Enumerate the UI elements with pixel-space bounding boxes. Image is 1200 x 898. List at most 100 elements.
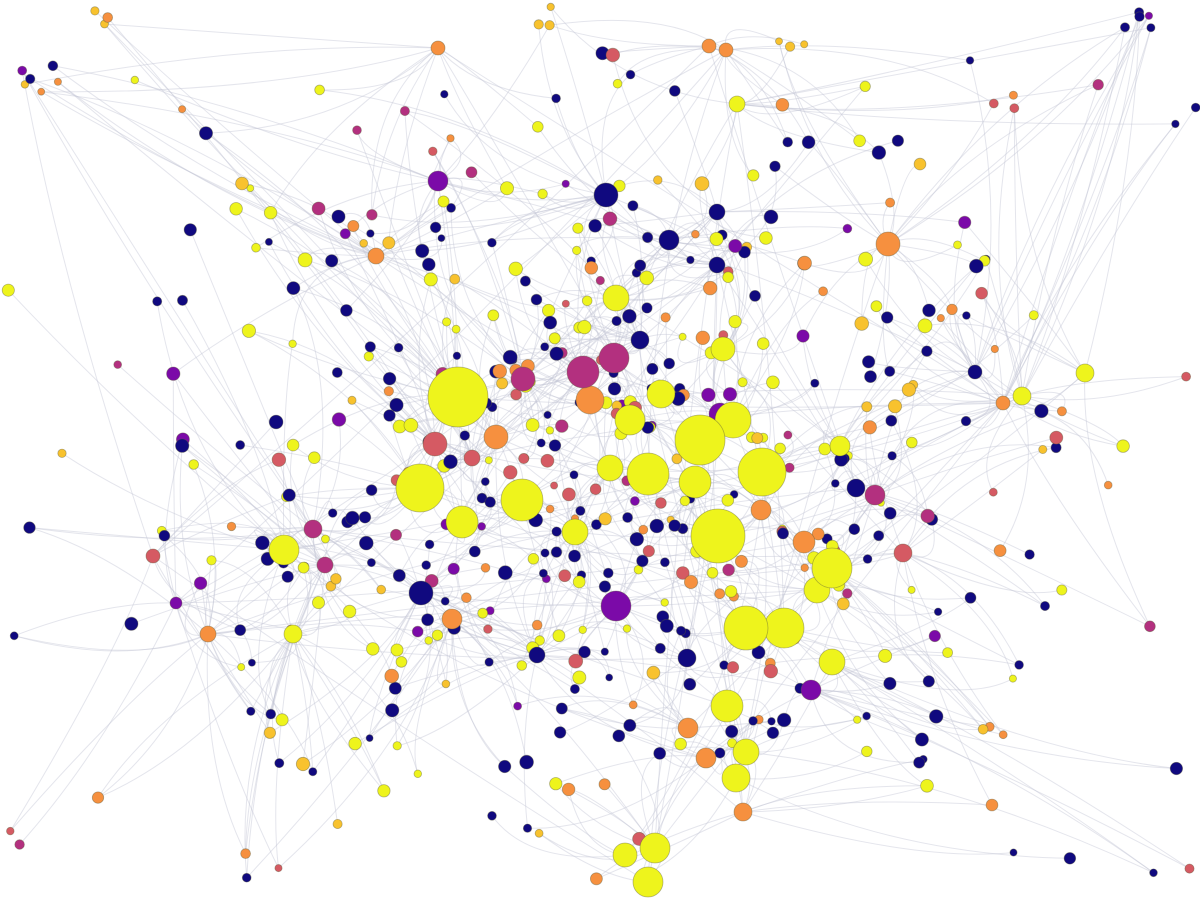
graph-node-dark-blue — [568, 549, 581, 563]
graph-node-magenta — [920, 508, 935, 524]
graph-edge — [451, 618, 656, 849]
graph-edge — [874, 494, 1046, 607]
graph-edge — [559, 657, 688, 733]
graph-node-purple — [722, 387, 738, 402]
graph-edge — [175, 602, 272, 715]
graph-edge — [742, 785, 928, 813]
graph-edge — [722, 348, 904, 554]
graph-edge — [363, 242, 436, 445]
graph-node-yellow — [578, 625, 587, 634]
graph-edge — [577, 227, 641, 341]
graph-node-dark-blue — [158, 529, 171, 542]
graph-edge — [732, 262, 805, 421]
graph-node-purple — [561, 179, 570, 188]
graph-node-yellow — [614, 404, 646, 436]
graph-node-yellow — [390, 643, 404, 657]
graph-edge — [1021, 27, 1126, 397]
graph-edge — [736, 103, 1176, 125]
graph-node-yellow — [392, 741, 402, 751]
graph-node-yellow — [413, 769, 422, 778]
graph-node-yellow — [297, 252, 313, 268]
graph-edge — [289, 445, 326, 566]
graph-node-yellow — [811, 547, 853, 589]
graph-edge — [595, 211, 718, 227]
graph-edge — [926, 341, 976, 373]
graph-node-dark-blue — [602, 567, 614, 579]
graph-edge — [1002, 123, 1176, 404]
graph-edge — [205, 132, 459, 398]
graph-node-gold — [694, 176, 710, 192]
graph-node-yellow — [188, 459, 200, 470]
graph-node-yellow — [690, 508, 746, 564]
graph-node-yellow — [424, 636, 434, 645]
graph-node-dark-blue — [658, 229, 680, 251]
graph-node-gold — [533, 19, 544, 30]
graph-node-orange — [818, 286, 828, 297]
graph-edge — [21, 70, 154, 557]
graph-node-yellow — [853, 715, 862, 724]
graph-node-magenta — [842, 588, 853, 599]
graph-node-red — [540, 453, 555, 468]
graph-node-dark-blue — [914, 732, 929, 747]
graph-edge — [356, 130, 439, 182]
graph-node-gold — [888, 399, 903, 414]
graph-node-red — [550, 481, 559, 490]
graph-node-yellow — [427, 366, 489, 428]
graph-node-gold — [263, 726, 276, 739]
graph-node-dark-blue — [498, 759, 512, 774]
graph-edge — [371, 47, 439, 215]
graph-edge — [615, 245, 736, 299]
graph-edge — [437, 24, 551, 182]
graph-node-dark-blue — [345, 510, 360, 526]
graph-edge — [605, 49, 727, 196]
graph-edge — [437, 47, 719, 537]
graph-node-dark-blue — [389, 397, 404, 413]
graph-node-orange — [885, 197, 896, 208]
graph-node-magenta — [722, 563, 735, 577]
graph-edge — [1021, 84, 1099, 397]
graph-edge — [388, 47, 439, 243]
graph-node-yellow — [487, 309, 500, 322]
graph-node-magenta — [113, 360, 122, 369]
graph-node-orange — [703, 280, 718, 296]
graph-edge — [772, 381, 841, 447]
graph-edge — [1021, 12, 1140, 397]
graph-node-yellow — [678, 332, 687, 341]
graph-edge — [523, 654, 538, 829]
graph-node-dark-blue — [543, 410, 552, 419]
graph-edge — [831, 661, 928, 787]
graph-edge — [435, 227, 524, 380]
graph-edge — [725, 49, 789, 143]
graph-edge — [432, 151, 524, 380]
graph-edge — [370, 180, 439, 235]
graph-edge — [353, 225, 524, 380]
graph-edge — [575, 250, 641, 341]
graph-edge — [371, 47, 439, 215]
graph-edge — [725, 49, 860, 142]
graph-edge — [375, 194, 607, 257]
graph-node-dark-blue — [468, 545, 481, 558]
graph-edge — [156, 301, 285, 551]
graph-node-red — [589, 483, 602, 496]
graph-node-dark-blue — [676, 625, 687, 636]
graph-edge — [29, 527, 314, 540]
graph-node-yellow — [451, 324, 461, 334]
graph-node-magenta — [783, 430, 793, 440]
graph-edge — [887, 84, 1099, 245]
graph-edge — [451, 618, 580, 678]
graph-edge — [874, 410, 1042, 496]
graph-edge — [536, 552, 554, 656]
graph-node-orange — [441, 608, 463, 630]
graph-edge — [887, 26, 1126, 245]
graph-node-dark-blue — [922, 675, 935, 688]
graph-node-orange — [862, 420, 877, 435]
graph-node-dark-blue — [668, 519, 681, 532]
graph-node-dark-blue — [1169, 761, 1184, 776]
graph-node-orange — [800, 563, 809, 572]
graph-edge — [832, 487, 857, 547]
graph-node-red — [503, 465, 518, 480]
graph-node-yellow — [251, 242, 261, 253]
graph-edge — [52, 65, 439, 182]
graph-node-yellow — [311, 596, 325, 610]
graph-edge — [181, 445, 326, 566]
